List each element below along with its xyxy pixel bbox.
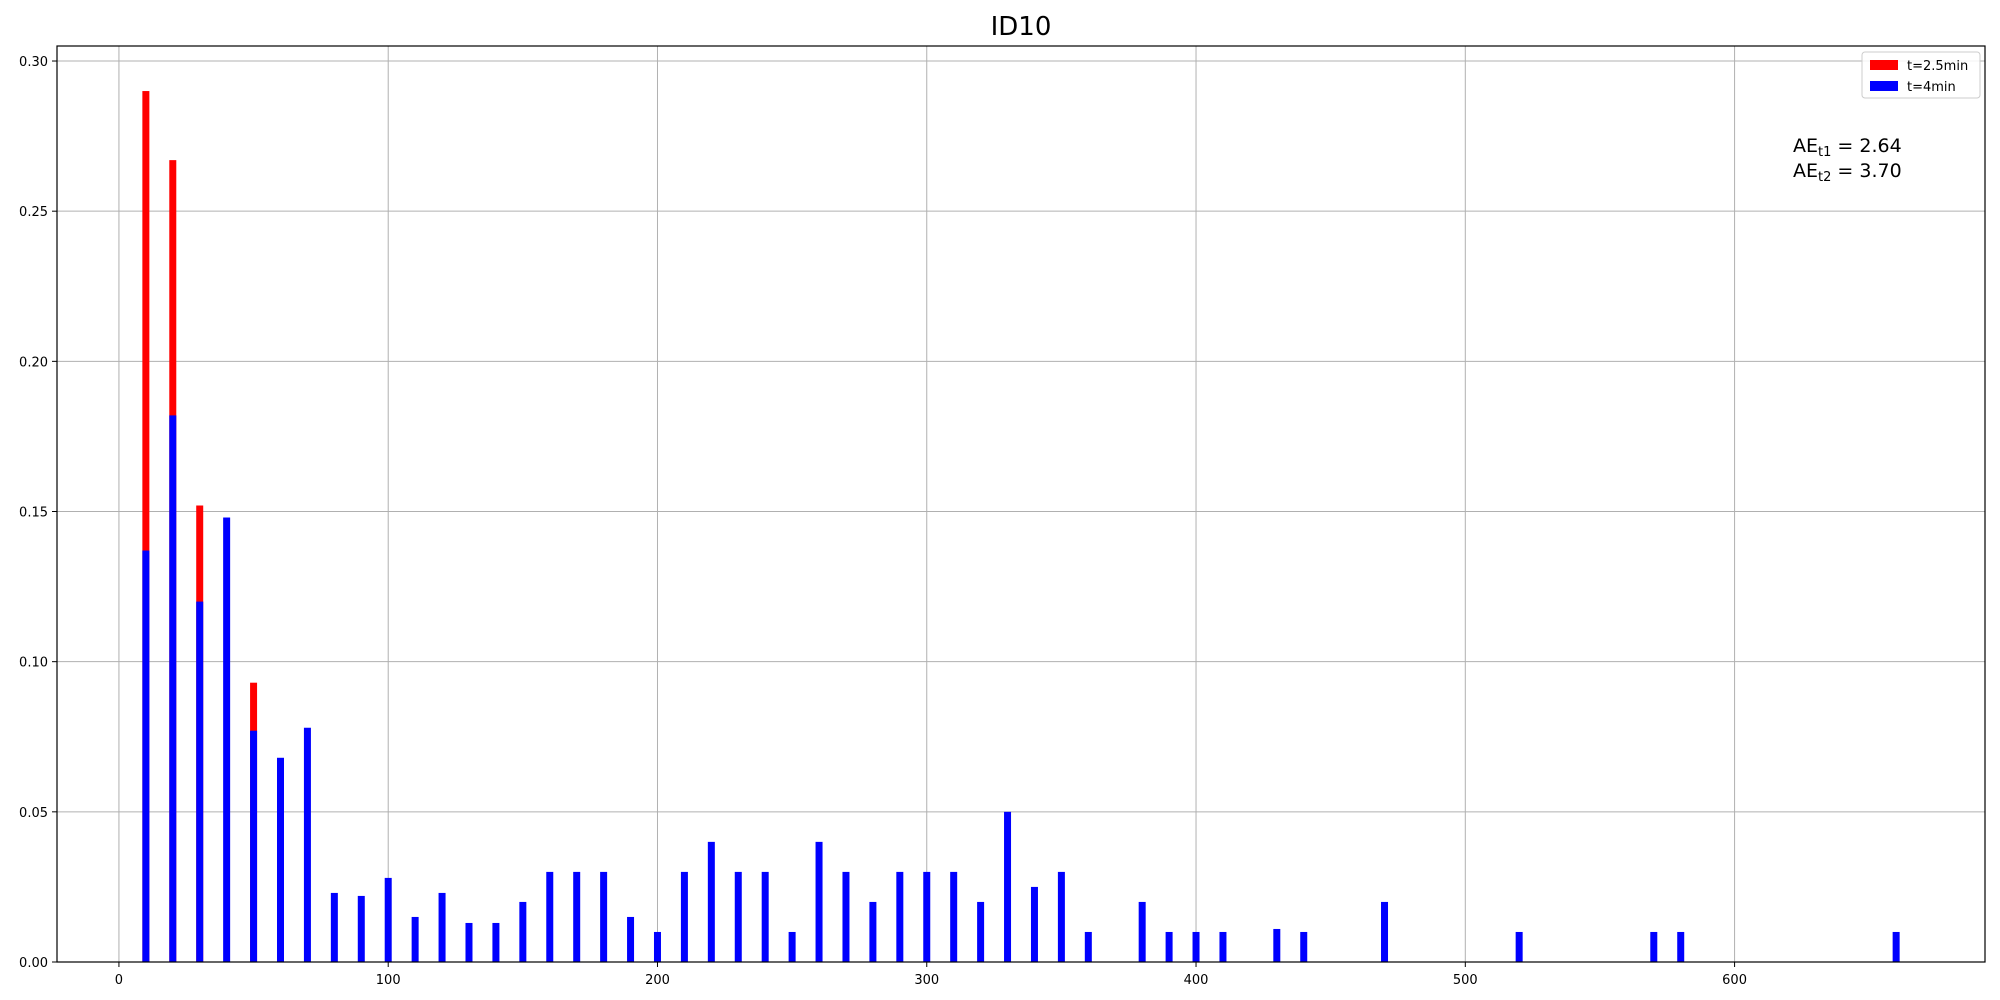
x-tick-label: 600 <box>1722 973 1747 988</box>
bar-t4min <box>842 871 850 962</box>
legend-swatch <box>1870 81 1898 91</box>
bar-t4min <box>896 871 904 962</box>
bar-t4min <box>1515 931 1523 962</box>
y-tick-label: 0.00 <box>19 956 48 971</box>
bar-t4min <box>142 550 150 962</box>
bar-t4min <box>1192 931 1200 962</box>
x-axis-ticks: 0 100 200 300 400 500 600 <box>115 962 1747 988</box>
bar-t4min <box>438 892 446 962</box>
bar-t4min <box>1677 931 1685 962</box>
bar-t4min <box>276 757 284 962</box>
bar-t4min <box>1892 931 1900 962</box>
bar-t4min <box>492 922 500 962</box>
y-tick-label: 0.10 <box>19 656 48 671</box>
x-tick-label: 300 <box>914 973 939 988</box>
plot-frame <box>56 45 1986 963</box>
bar-t4min <box>707 841 715 962</box>
x-tick-label: 500 <box>1453 973 1478 988</box>
legend-label: t=2.5min <box>1907 59 1968 74</box>
bar-t4min <box>1650 931 1658 962</box>
bar-t4min <box>357 895 365 962</box>
grid-lines <box>57 46 1985 963</box>
x-tick-label: 0 <box>115 973 123 988</box>
legend: t=2.5min t=4min <box>1861 51 1981 99</box>
bar-t4min <box>950 871 958 962</box>
bar-t4min <box>384 877 392 962</box>
bar-t4min <box>761 871 769 962</box>
bar-t4min <box>223 517 231 962</box>
x-tick-label: 200 <box>645 973 670 988</box>
bar-t4min <box>250 730 258 962</box>
bar-t4min <box>1273 928 1281 962</box>
bar-t4min <box>1138 901 1146 962</box>
x-tick-label: 400 <box>1184 973 1209 988</box>
y-tick-label: 0.05 <box>19 806 48 821</box>
bar-t4min <box>869 901 877 962</box>
bars <box>142 91 1900 963</box>
bar-t4min <box>411 916 419 962</box>
bar-t4min <box>923 871 931 962</box>
bar-t4min <box>788 931 796 962</box>
chart-title: ID10 <box>991 12 1052 42</box>
y-axis-ticks: 0.00 0.05 0.10 0.15 0.20 0.25 0.30 <box>19 55 57 971</box>
y-tick-label: 0.15 <box>19 506 48 521</box>
ae-annotation: AEt2 = 3.70 <box>1793 160 1902 185</box>
bar-t4min <box>600 871 608 962</box>
bar-t4min <box>1004 811 1012 962</box>
bar-t4min <box>169 415 177 962</box>
bar-t4min <box>977 901 985 962</box>
bar-t4min <box>330 892 338 962</box>
legend-swatch <box>1870 60 1898 70</box>
bar-t4min <box>627 916 635 962</box>
bar-t4min <box>196 601 204 962</box>
bar-t4min <box>1084 931 1092 962</box>
x-tick-label: 100 <box>376 973 401 988</box>
bar-t4min <box>1219 931 1227 962</box>
bar-t4min <box>680 871 688 962</box>
y-tick-label: 0.30 <box>19 55 48 70</box>
bar-t4min <box>1057 871 1065 962</box>
bar-t4min <box>465 922 473 962</box>
bar-t4min <box>519 901 527 962</box>
bar-t4min <box>303 727 311 962</box>
bar-t4min <box>1165 931 1173 962</box>
y-tick-label: 0.20 <box>19 355 48 370</box>
bar-t4min <box>1030 886 1038 962</box>
bar-t4min <box>734 871 742 962</box>
bar-t2-5min <box>142 91 150 962</box>
bar-t4min <box>815 841 823 962</box>
bar-t4min <box>573 871 581 962</box>
bar-t4min <box>1300 931 1308 962</box>
ae-annotation: AEt1 = 2.64 <box>1793 135 1902 160</box>
bar-t4min <box>546 871 554 962</box>
bar-t4min <box>653 931 661 962</box>
bar-t4min <box>1381 901 1389 962</box>
y-tick-label: 0.25 <box>19 205 48 220</box>
legend-label: t=4min <box>1907 80 1956 95</box>
